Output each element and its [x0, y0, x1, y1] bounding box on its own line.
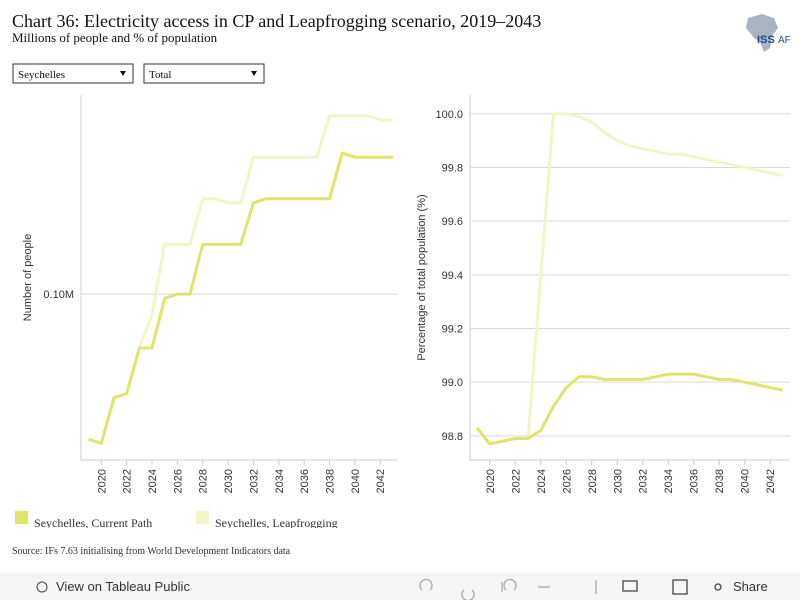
series-line [475, 372, 784, 446]
legend-swatch [15, 511, 28, 524]
x-tick-label: 2032 [248, 469, 260, 493]
x-tick-label: 2038 [714, 469, 726, 493]
series-line [88, 114, 393, 445]
y-tick-label: 99.4 [442, 270, 463, 282]
source: Source: IFs 7.63 initialising from World… [12, 546, 291, 557]
x-tick-label: 2026 [172, 469, 184, 493]
tableau-icon[interactable] [36, 581, 48, 593]
fullscreen[interactable] [672, 579, 688, 595]
filter[interactable]: Seychelles [12, 63, 134, 84]
x-tick-label: 2020 [485, 469, 497, 493]
legend-label: Seychelles, Leapfrogging [215, 516, 338, 530]
x-tick-label: 2034 [274, 469, 286, 493]
x-tick-label: 2022 [510, 469, 522, 493]
view-on-tableau[interactable]: View on Tableau Public [36, 579, 190, 594]
x-tick-label: 2030 [223, 469, 235, 493]
logo-text: AF [778, 35, 791, 46]
dropdown[interactable] [12, 63, 134, 84]
undo[interactable] [419, 578, 433, 591]
x-tick-label: 2040 [740, 469, 752, 493]
x-tick-label: 2036 [299, 469, 311, 493]
x-tick-label: 2042 [765, 469, 777, 493]
download[interactable] [622, 580, 638, 592]
y-tick-label: 0.10M [43, 289, 74, 301]
toolbar-icons [419, 578, 722, 600]
x-tick-label: 2042 [375, 469, 387, 493]
revert[interactable] [501, 578, 517, 592]
title: Chart 36: Electricity access in CP and L… [12, 11, 541, 31]
y-tick-label: 98.8 [442, 431, 463, 443]
view-link[interactable]: View on Tableau Public [56, 579, 190, 594]
x-tick-label: 2038 [325, 469, 337, 493]
x-tick-label: 2020 [96, 469, 108, 493]
series-line [475, 112, 784, 446]
y-tick-label: 99.8 [442, 162, 463, 174]
filter[interactable]: Total [143, 63, 265, 84]
dropdown-arrow[interactable] [251, 71, 257, 76]
x-tick-label: 2028 [198, 469, 210, 493]
legend-clip [0, 528, 400, 536]
legend-swatch [196, 511, 209, 524]
y-tick-label: 100.0 [435, 109, 463, 121]
dropdown-arrow[interactable] [120, 71, 126, 76]
x-tick-label: 2028 [587, 469, 599, 493]
y-axis-label: Percentage of total population (%) [416, 194, 428, 360]
dropdown[interactable] [143, 63, 265, 84]
x-tick-label: 2026 [561, 469, 573, 493]
share-icon[interactable] [714, 583, 722, 591]
redo[interactable] [461, 589, 475, 600]
y-tick-label: 99.6 [442, 216, 463, 228]
x-tick-label: 2032 [638, 469, 650, 493]
y-tick-label: 99.0 [442, 377, 463, 389]
x-tick-label: 2034 [663, 469, 675, 493]
dropdown-value[interactable]: Total [149, 69, 171, 81]
logo: ISS AF [746, 14, 791, 52]
share[interactable]: Share [733, 579, 768, 594]
legend-label: Seychelles, Current Path [34, 516, 152, 530]
y-axis-label: Number of people [22, 234, 34, 321]
logo-map [746, 14, 778, 52]
dropdown-value[interactable]: Seychelles [18, 69, 65, 81]
subtitle: Millions of people and % of population [12, 30, 218, 45]
x-tick-label: 2030 [612, 469, 624, 493]
toolbar [0, 573, 800, 600]
plots: 0.10M 2020 2022 2024 2026 2028 2030 2032 2034 203… [22, 95, 790, 493]
x-tick-label: 2024 [536, 469, 548, 493]
y-tick-label: 99.2 [442, 323, 463, 335]
x-tick-label: 2022 [122, 469, 134, 493]
x-tick-label: 2036 [689, 469, 701, 493]
series-line [88, 151, 393, 445]
logo-text: ISS [757, 34, 775, 46]
x-tick-label: 2040 [350, 469, 362, 493]
x-tick-label: 2024 [147, 469, 159, 493]
